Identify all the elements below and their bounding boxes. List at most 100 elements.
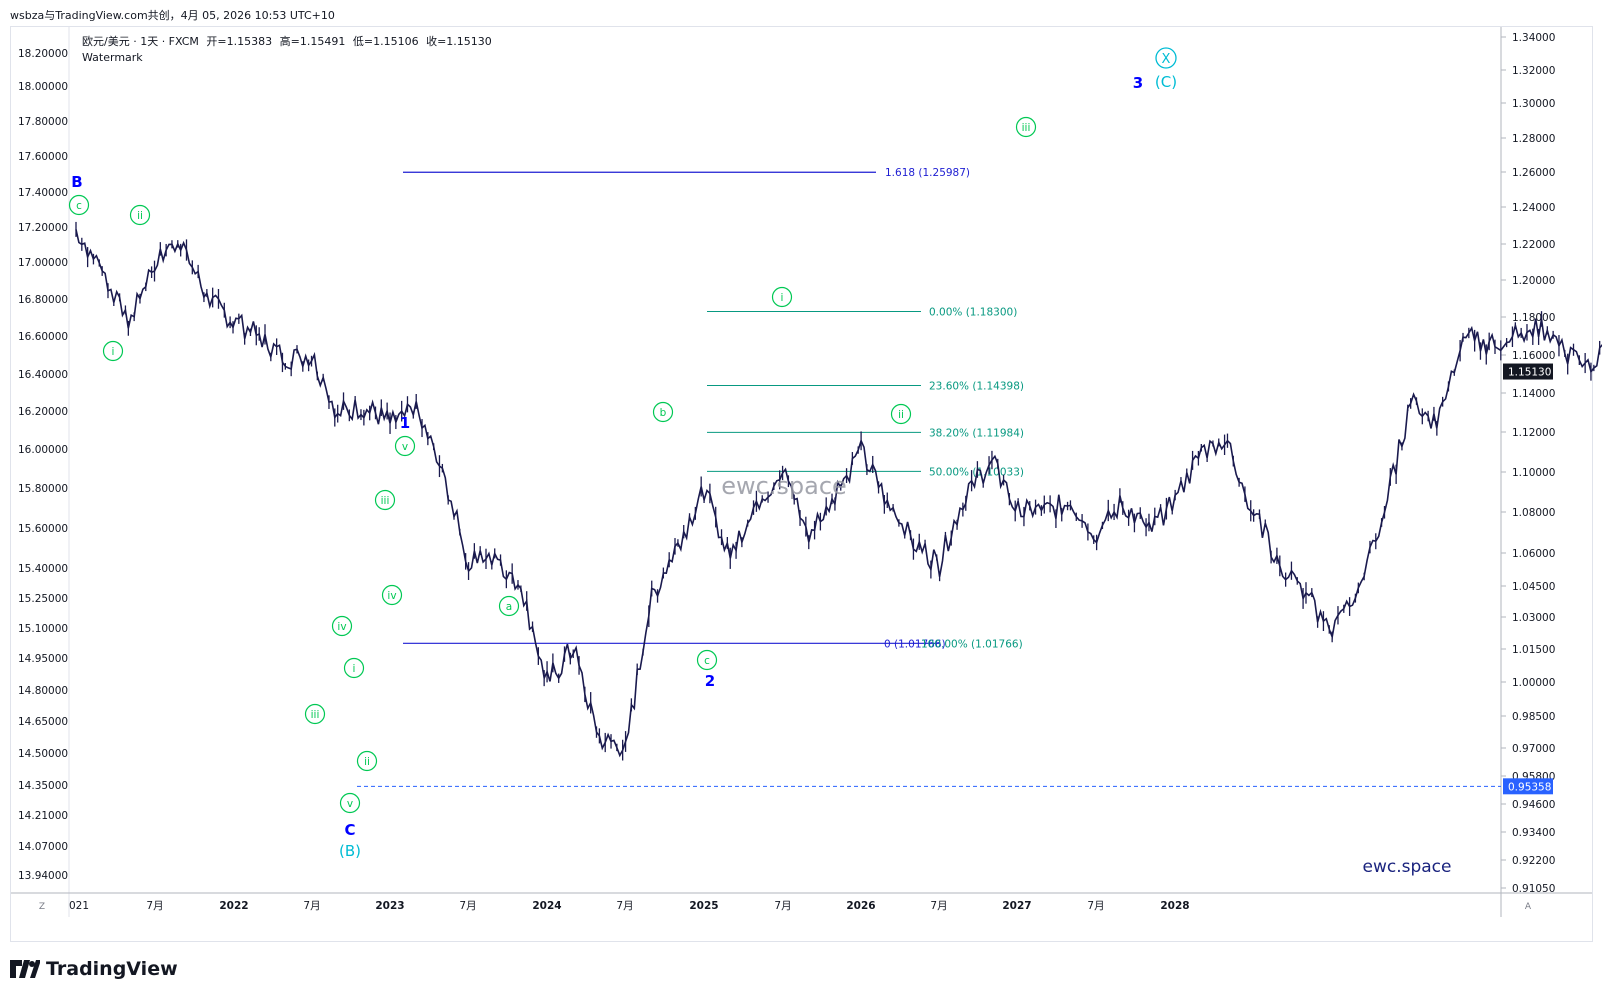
low-value: 低=1.15106 [352, 35, 419, 48]
right-axis-tick-label: 1.32000 [1512, 65, 1555, 77]
left-axis-tick-label: 17.60000 [18, 151, 68, 163]
open-value: 开=1.15383 [206, 35, 273, 48]
wave-circle-marker [339, 792, 361, 814]
wave-label-green: i [781, 292, 784, 304]
wave-label-green: ii [898, 409, 904, 421]
wave-label-green: iii [381, 495, 390, 507]
wave-circle-marker [68, 194, 90, 216]
x-axis-tick-label: 7月 [146, 900, 163, 912]
left-axis-tick-label: 17.00000 [18, 257, 68, 269]
high-value: 高=1.15491 [279, 35, 346, 48]
left-axis-tick-label: 16.00000 [18, 444, 68, 456]
x-axis-tick-label: 2024 [532, 900, 561, 912]
fib-retracement-label: 23.60% (1.14398) [929, 380, 1024, 392]
dashed-level-tag-label: 0.95358 [1508, 781, 1551, 793]
tradingview-logo-icon [10, 960, 40, 978]
right-scale-button[interactable]: A [1524, 902, 1532, 912]
wave-label-green: v [347, 798, 353, 810]
close-value: 收=1.15130 [426, 35, 492, 48]
x-axis-tick-label: 7月 [1087, 900, 1104, 912]
tradingview-brand-name: TradingView [46, 958, 178, 980]
right-axis-tick-label: 0.97000 [1512, 743, 1555, 755]
wave-label-cyan: X [1162, 52, 1171, 67]
left-axis-tick-label: 16.60000 [18, 331, 68, 343]
chart-legend: 欧元/美元 · 1天 · FXCM 开=1.15383 高=1.15491 低=… [82, 34, 496, 66]
wave-label-green: v [402, 441, 408, 453]
wave-label-blue: 1 [400, 414, 410, 432]
wave-label-green: b [660, 407, 667, 419]
left-axis-tick-label: 14.50000 [18, 748, 68, 760]
fib-extension-label: 1.618 (1.25987) [885, 167, 970, 179]
wave-label-blue: C [344, 821, 355, 839]
x-axis-tick-label: 2027 [1002, 900, 1031, 912]
right-axis-tick-label: 0.98500 [1512, 711, 1555, 723]
x-axis-tick-label: 7月 [303, 900, 320, 912]
fib-retracement-label: 100.00% (1.01766) [921, 638, 1023, 650]
fib-retracement-label: 38.20% (1.11984) [929, 427, 1024, 439]
x-axis-tick-label: 7月 [459, 900, 476, 912]
fib-extension-base-label: 0 (1.01766) [884, 638, 946, 650]
wave-label-green: a [506, 601, 512, 613]
x-axis-tick-label: 2028 [1160, 900, 1189, 912]
left-axis-tick-label: 14.21000 [18, 810, 68, 822]
right-axis-tick-label: 1.34000 [1512, 32, 1555, 44]
tradingview-logo[interactable]: TradingView [10, 958, 178, 980]
right-axis-tick-label: 0.93400 [1512, 827, 1555, 839]
x-axis-tick-label: 2025 [689, 900, 718, 912]
left-axis-tick-label: 15.40000 [18, 563, 68, 575]
left-scale-button[interactable]: Z [38, 902, 46, 912]
wave-label-blue: 3 [1133, 74, 1143, 92]
right-axis-tick-label: 1.06000 [1512, 548, 1555, 560]
wave-label-green: i [353, 663, 356, 675]
chart-frame[interactable] [10, 26, 1593, 942]
wave-label-green: iv [387, 590, 396, 602]
right-axis-tick-label: 1.00000 [1512, 677, 1555, 689]
right-axis-tick-label: 1.28000 [1512, 133, 1555, 145]
wave-label-cyan: (B) [339, 842, 361, 860]
fib-retracement-label: 0.00% (1.18300) [929, 306, 1017, 318]
wave-circle-marker-cyan [1155, 47, 1177, 69]
right-axis-tick-label: 1.12000 [1512, 427, 1555, 439]
watermark-indicator-label[interactable]: Watermark [82, 51, 143, 64]
wave-circle-marker [331, 615, 353, 637]
right-axis-tick-label: 1.14000 [1512, 388, 1555, 400]
wave-circle-marker [394, 435, 416, 457]
wave-circle-marker [498, 595, 520, 617]
wave-label-blue: B [71, 173, 82, 191]
right-axis-tick-label: 1.04500 [1512, 581, 1555, 593]
wave-circle-marker [343, 657, 365, 679]
wave-label-blue: 2 [705, 672, 715, 690]
wave-label-green: iii [1022, 122, 1031, 134]
price-series-line [75, 229, 1602, 758]
center-watermark: ewc.space [721, 472, 847, 500]
wave-label-green: iii [311, 709, 320, 721]
dashed-level-tag [1503, 778, 1553, 795]
left-axis-tick-label: 14.80000 [18, 685, 68, 697]
wave-circle-marker [771, 286, 793, 308]
symbol-label[interactable]: 欧元/美元 · 1天 · FXCM [82, 35, 199, 48]
left-axis-tick-label: 16.80000 [18, 294, 68, 306]
x-axis-tick-label: 2026 [846, 900, 875, 912]
right-axis-tick-label: 1.18000 [1512, 312, 1555, 324]
right-axis-tick-label: 0.92200 [1512, 855, 1555, 867]
current-price-tag-label: 1.15130 [1508, 367, 1551, 379]
right-axis-tick-label: 1.24000 [1512, 202, 1555, 214]
wave-circle-marker [696, 649, 718, 671]
wave-circle-marker [356, 750, 378, 772]
wave-circle-marker [1015, 116, 1037, 138]
left-axis-tick-label: 14.95000 [18, 653, 68, 665]
x-axis-tick-label: 2023 [375, 900, 404, 912]
left-axis-tick-label: 15.10000 [18, 623, 68, 635]
right-axis-tick-label: 1.22000 [1512, 239, 1555, 251]
x-axis-tick-label: 7月 [930, 900, 947, 912]
wave-label-green: iv [337, 621, 346, 633]
wave-label-green: c [76, 200, 82, 212]
x-axis-tick-label: 2022 [219, 900, 248, 912]
wave-label-green: ii [137, 210, 143, 222]
right-axis-tick-label: 1.20000 [1512, 275, 1555, 287]
left-axis-tick-label: 14.35000 [18, 780, 68, 792]
left-axis-tick-label: 18.20000 [18, 48, 68, 60]
corner-watermark: ewc.space [1363, 857, 1452, 877]
right-axis-tick-label: 1.30000 [1512, 98, 1555, 110]
